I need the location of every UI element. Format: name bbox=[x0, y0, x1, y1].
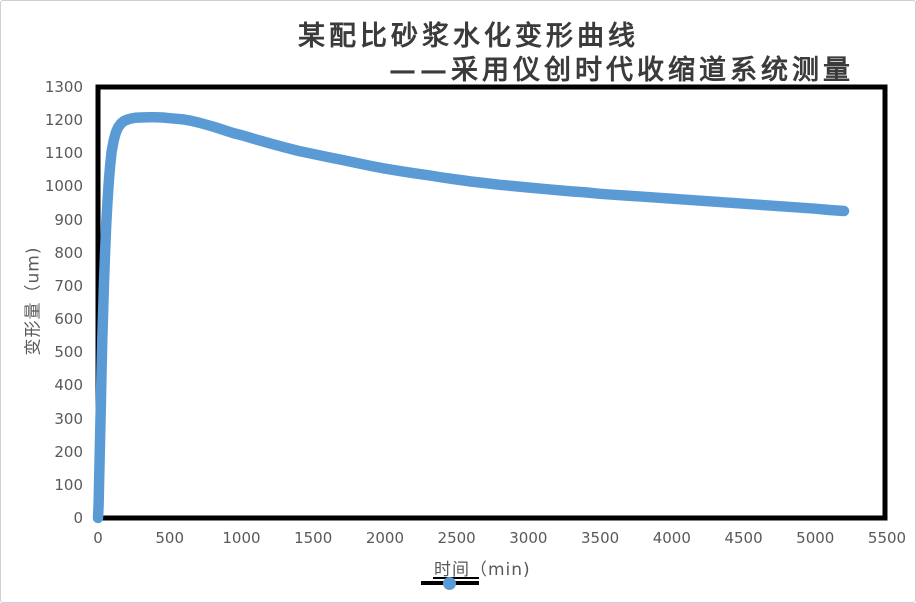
y-tick-label: 1100 bbox=[44, 144, 83, 163]
x-tick-label: 4500 bbox=[724, 529, 763, 547]
x-tick-label: 2000 bbox=[365, 529, 404, 547]
y-tick-label: 1200 bbox=[44, 111, 83, 130]
x-tick-label: 3000 bbox=[509, 529, 548, 547]
x-tick-label: 5000 bbox=[796, 529, 835, 547]
series-line bbox=[92, 111, 850, 524]
y-tick-label: 0 bbox=[73, 509, 83, 527]
x-tick-label: 2500 bbox=[437, 529, 476, 547]
y-tick-label: 600 bbox=[54, 310, 83, 329]
chart-title-line1: 某配比砂浆水化变形曲线 bbox=[298, 21, 639, 52]
x-tick-label: 4000 bbox=[652, 529, 691, 547]
y-tick-label: 400 bbox=[54, 376, 83, 395]
legend-dot-marker bbox=[443, 577, 456, 590]
y-tick-label: 1300 bbox=[44, 78, 83, 96]
y-tick-label: 700 bbox=[54, 276, 83, 295]
x-tick-label: 500 bbox=[155, 529, 185, 547]
y-tick-label: 900 bbox=[54, 210, 83, 229]
y-tick-label: 500 bbox=[54, 343, 83, 362]
x-tick-label: 1000 bbox=[222, 529, 261, 547]
x-tick-label: 1500 bbox=[294, 529, 333, 547]
y-tick-label: 1000 bbox=[44, 177, 83, 196]
y-tick-label: 300 bbox=[54, 409, 83, 428]
y-tick-label: 200 bbox=[54, 442, 83, 461]
legend-underline bbox=[433, 577, 479, 579]
x-tick-label: 0 bbox=[93, 529, 103, 547]
y-tick-label: 100 bbox=[54, 475, 83, 494]
legend-label: 时间（min) bbox=[434, 560, 531, 580]
y-tick-label: 800 bbox=[54, 243, 83, 262]
x-tick-label: 5500 bbox=[867, 529, 907, 547]
x-tick-label: 3500 bbox=[580, 529, 620, 547]
plot-border bbox=[95, 84, 888, 521]
chart-title-line2: ——采用仪创时代收缩道系统测量 bbox=[389, 55, 854, 86]
